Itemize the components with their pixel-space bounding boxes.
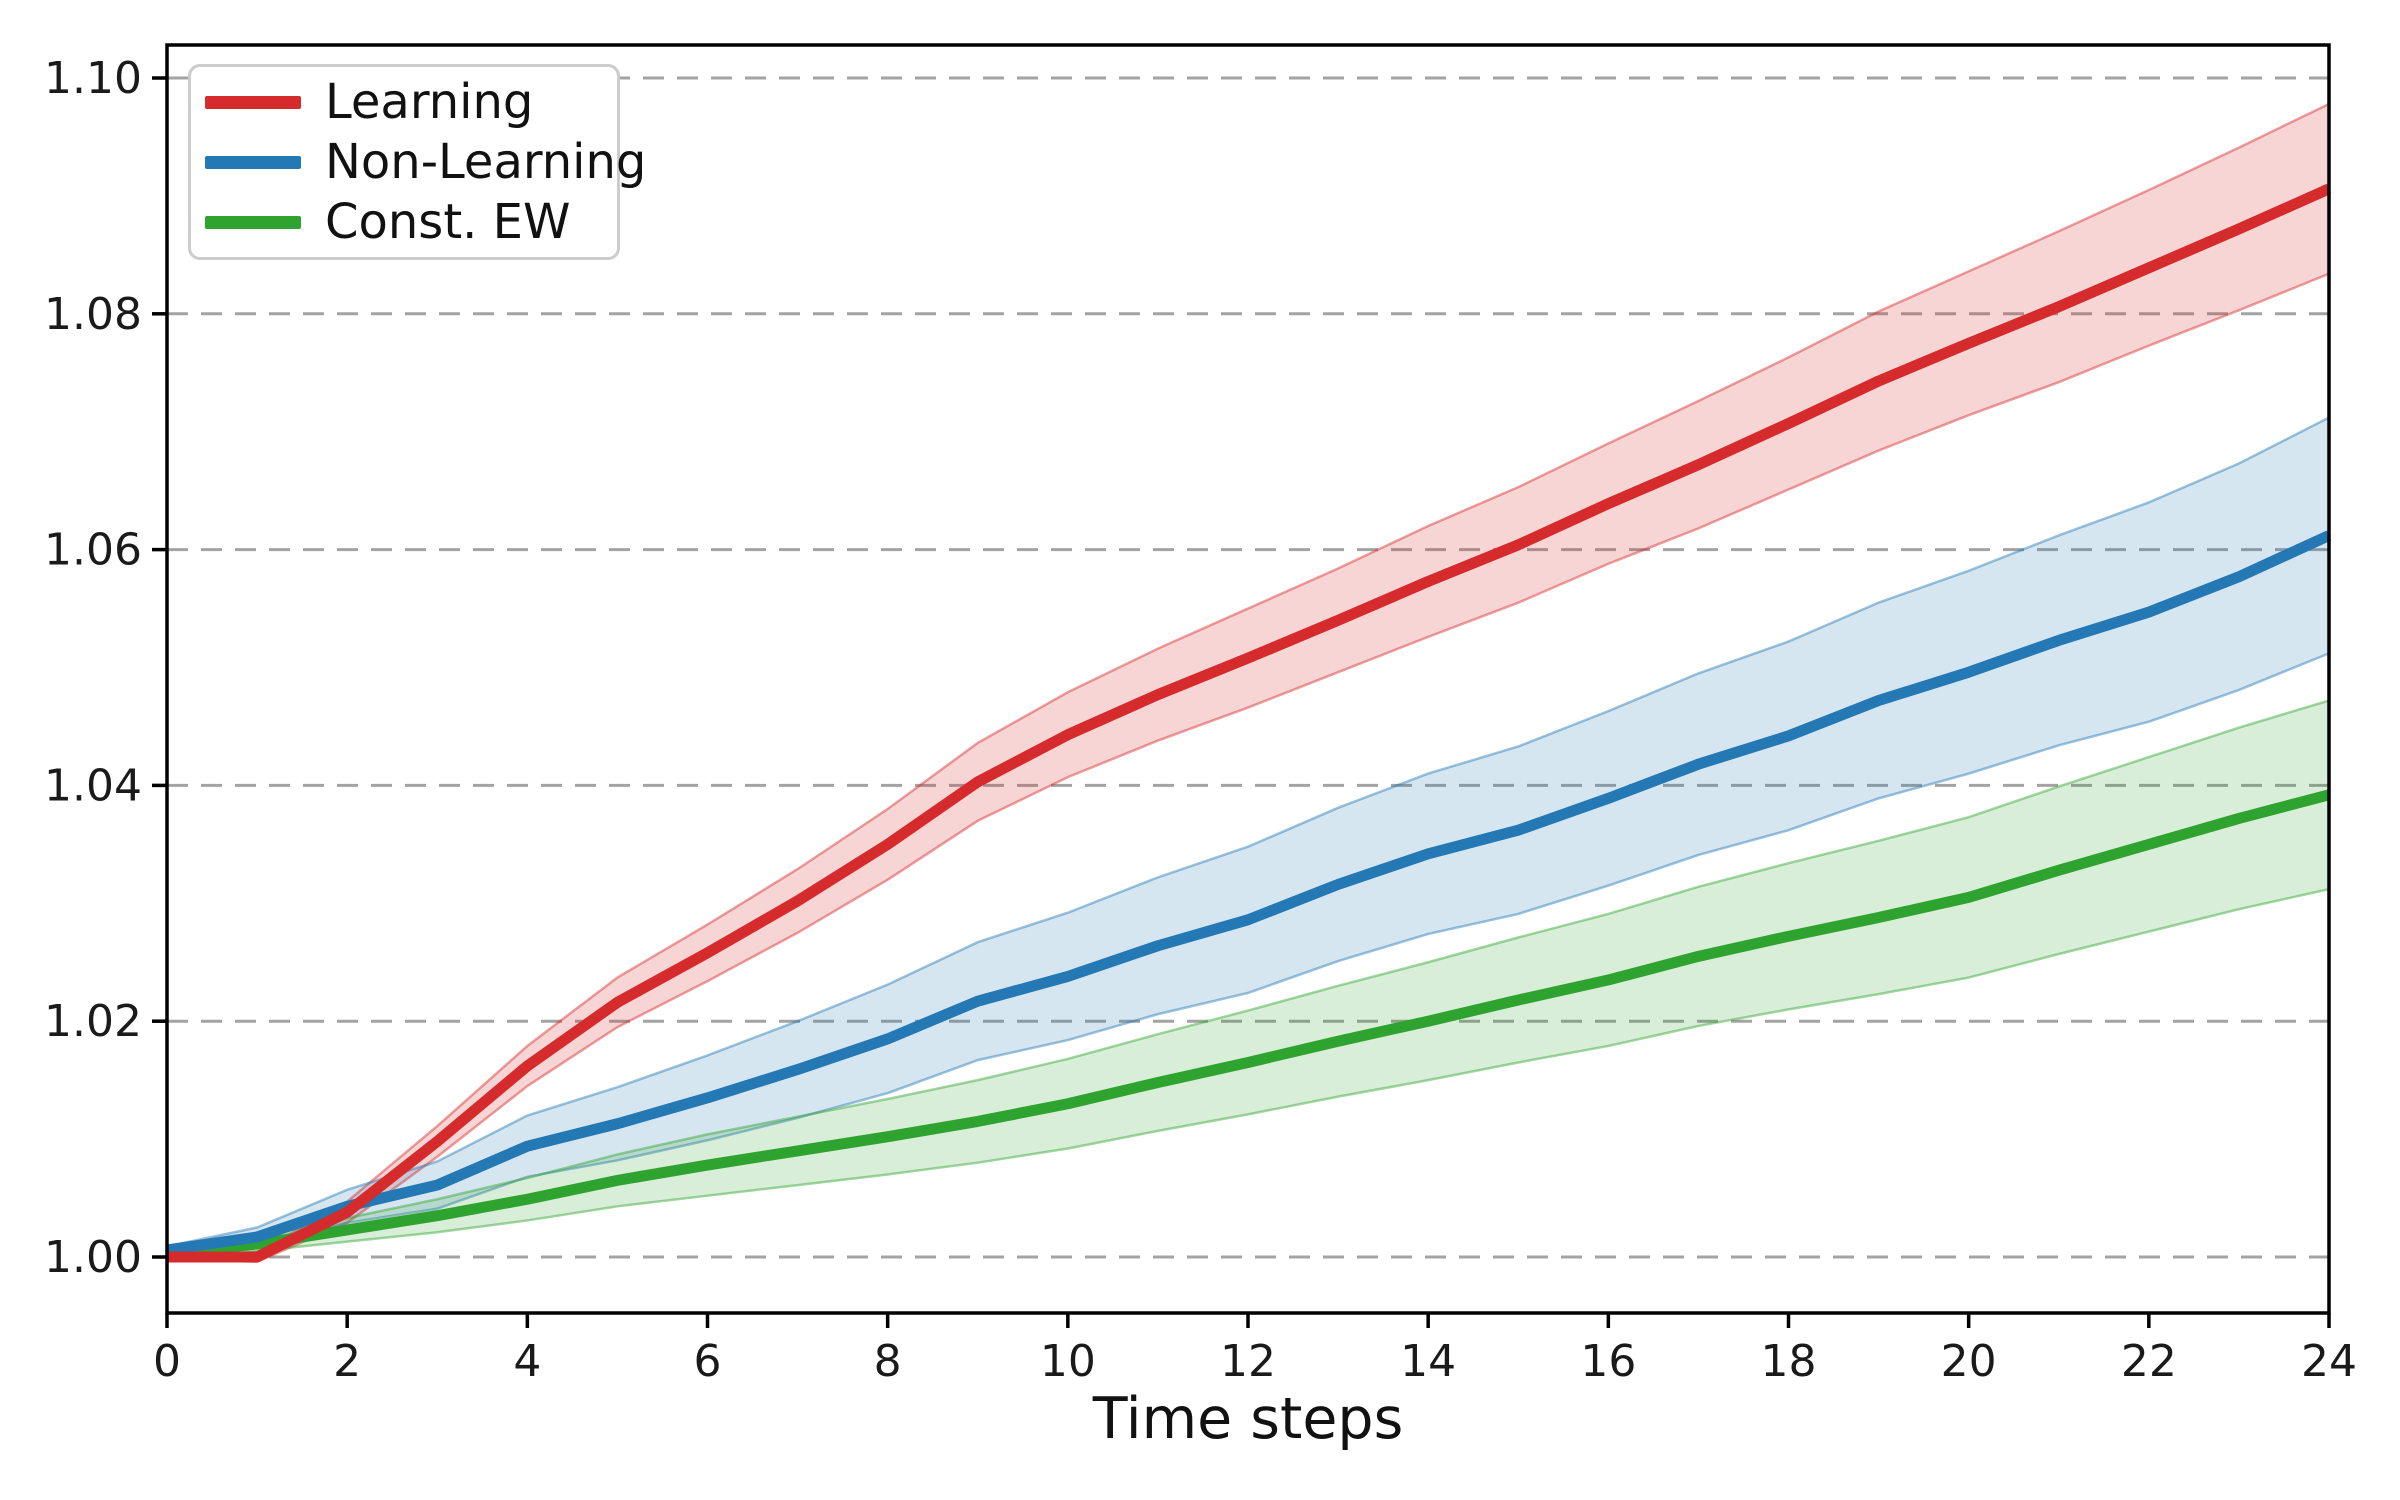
band-edge <box>166 887 2330 1258</box>
legend-row-learning: Learning <box>191 73 617 131</box>
series-line-learning <box>167 183 2332 1263</box>
x-tick-label: 12 <box>1220 1336 1276 1387</box>
band-edge <box>166 416 2330 1248</box>
legend: Learning Non-Learning Const. EW <box>188 64 646 260</box>
legend-label-learning: Learning <box>325 74 534 130</box>
x-tick-label: 20 <box>1941 1336 1997 1387</box>
x-tick-label: 22 <box>2121 1336 2177 1387</box>
band-edge <box>166 699 2330 1253</box>
band-learning <box>167 103 2329 1262</box>
axis-ticks <box>152 76 2331 1328</box>
x-tick-label: 24 <box>2301 1336 2357 1387</box>
legend-label-non-learning: Non-Learning <box>325 134 647 190</box>
legend-row-const-ew: Const. EW <box>191 193 617 251</box>
band-edge <box>166 652 2330 1255</box>
band-edge <box>166 272 2330 1263</box>
learning-line-swatch <box>205 95 301 109</box>
x-tick-label: 14 <box>1400 1336 1456 1387</box>
band-const-ew <box>167 700 2329 1256</box>
x-tick-label: 0 <box>153 1336 181 1387</box>
const-ew-line-swatch <box>205 215 301 229</box>
legend-label-const-ew: Const. EW <box>325 194 571 250</box>
x-tick-label: 6 <box>694 1336 722 1387</box>
axis-tick-labels: 1.001.021.041.061.081.100 2 4 6 8 10 12 14 16 18 2… <box>44 53 2357 1387</box>
x-tick-label: 10 <box>1040 1336 1096 1387</box>
band-edge <box>166 102 2330 1256</box>
y-tick-label: 1.08 <box>44 289 142 340</box>
series-line-non-learning <box>166 530 2332 1256</box>
x-tick-label: 2 <box>333 1336 361 1387</box>
x-tick-label: 8 <box>874 1336 902 1387</box>
series-lines <box>166 183 2332 1263</box>
x-axis-label: Time steps <box>1092 1386 1404 1452</box>
y-tick-label: 1.04 <box>44 760 142 811</box>
non-learning-line-swatch <box>205 155 301 169</box>
y-tick-label: 1.10 <box>44 53 142 104</box>
y-tick-label: 1.02 <box>44 996 142 1047</box>
x-tick-label: 18 <box>1761 1336 1817 1387</box>
y-tick-label: 1.06 <box>44 525 142 576</box>
x-tick-label: 4 <box>513 1336 541 1387</box>
y-tick-label: 1.00 <box>44 1232 142 1283</box>
x-tick-label: 16 <box>1580 1336 1636 1387</box>
legend-row-non-learning: Non-Learning <box>191 133 646 191</box>
series-line-const-ew <box>166 789 2331 1259</box>
confidence-bands <box>166 102 2330 1263</box>
